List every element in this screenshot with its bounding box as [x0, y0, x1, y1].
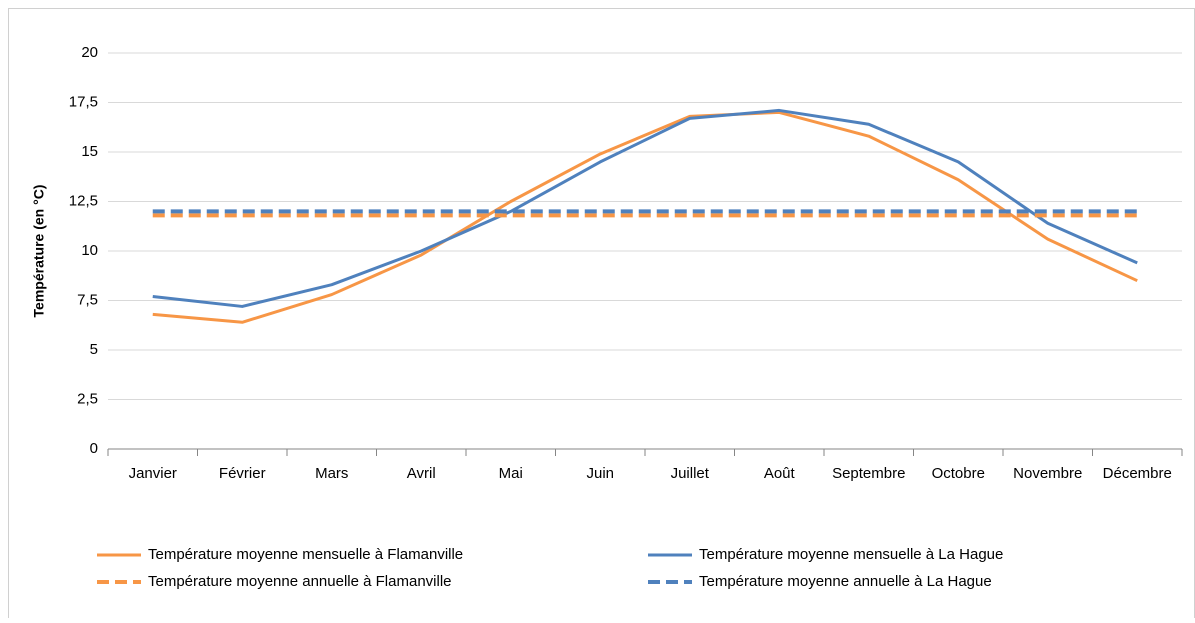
- x-tick-label: Juin: [586, 465, 614, 482]
- legend-label: Température moyenne annuelle à La Hague: [699, 573, 992, 590]
- legend-label: Température moyenne mensuelle à Flamanvi…: [148, 546, 463, 563]
- x-tick-label: Janvier: [129, 465, 177, 482]
- y-tick-label: 0: [90, 440, 98, 457]
- y-tick-label: 12,5: [69, 192, 98, 209]
- y-tick-label: 15: [81, 143, 98, 160]
- x-tick-label: Mai: [499, 465, 523, 482]
- y-tick-label: 5: [90, 341, 98, 358]
- legend-label: Température moyenne annuelle à Flamanvil…: [148, 573, 452, 590]
- legend-label: Température moyenne mensuelle à La Hague: [699, 546, 1003, 563]
- x-tick-label: Mars: [315, 465, 348, 482]
- y-axis-label: Température (en °C): [31, 185, 47, 318]
- y-tick-label: 10: [81, 242, 98, 259]
- x-tick-label: Septembre: [832, 465, 905, 482]
- x-tick-label: Novembre: [1013, 465, 1082, 482]
- series-line: [152, 110, 1138, 324]
- x-tick-label: Octobre: [932, 465, 985, 482]
- y-tick-label: 17,5: [69, 93, 98, 110]
- series-line: [152, 108, 1138, 308]
- y-tick-label: 20: [81, 44, 98, 61]
- x-tick-label: Juillet: [671, 465, 710, 482]
- x-tick-label: Août: [764, 465, 796, 482]
- x-tick-label: Avril: [407, 465, 436, 482]
- y-tick-label: 7,5: [77, 291, 98, 308]
- x-tick-label: Décembre: [1103, 465, 1172, 482]
- y-tick-label: 2,5: [77, 390, 98, 407]
- x-tick-label: Février: [219, 465, 266, 482]
- chart-frame: [8, 8, 1195, 623]
